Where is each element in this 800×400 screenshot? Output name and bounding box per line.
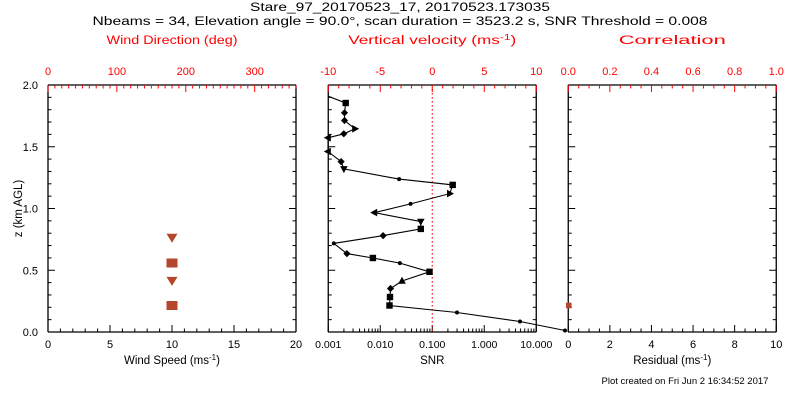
svg-text:0.8: 0.8 — [727, 66, 742, 78]
svg-text:0.0: 0.0 — [561, 66, 576, 78]
svg-text:0.100: 0.100 — [419, 339, 445, 351]
svg-text:-10: -10 — [320, 66, 336, 78]
svg-text:0: 0 — [45, 66, 51, 78]
svg-text:2: 2 — [607, 339, 613, 351]
svg-text:200: 200 — [177, 66, 195, 78]
svg-text:0.5: 0.5 — [23, 265, 38, 277]
svg-text:1.5: 1.5 — [23, 142, 38, 154]
svg-text:Plot created on Fri Jun 2 16:: Plot created on Fri Jun 2 16:34:52 2017 — [602, 376, 769, 387]
svg-text:Wind Direction (deg): Wind Direction (deg) — [107, 35, 238, 47]
svg-text:4: 4 — [648, 339, 654, 351]
svg-text:Vertical velocity (ms-1): Vertical velocity (ms -1) — [348, 33, 516, 48]
svg-text:0.010: 0.010 — [367, 339, 393, 351]
svg-text:1.0: 1.0 — [769, 66, 784, 78]
svg-text:Residual (ms-1): Residual (ms-1) — [633, 353, 711, 368]
svg-text:0: 0 — [45, 339, 51, 351]
svg-text:0: 0 — [565, 339, 571, 351]
svg-text:8: 8 — [732, 339, 738, 351]
svg-text:-5: -5 — [375, 66, 385, 78]
svg-text:z (km AGL): z (km AGL) — [13, 180, 25, 238]
svg-text:0: 0 — [429, 66, 435, 78]
svg-text:10: 10 — [530, 66, 542, 78]
svg-text:1.000: 1.000 — [471, 339, 497, 351]
svg-text:0.0: 0.0 — [23, 327, 38, 339]
svg-text:6: 6 — [690, 339, 696, 351]
svg-text:100: 100 — [108, 66, 126, 78]
svg-text:20: 20 — [290, 339, 302, 351]
svg-text:300: 300 — [245, 66, 263, 78]
svg-text:10.000: 10.000 — [520, 339, 552, 351]
svg-text:15: 15 — [228, 339, 240, 351]
svg-text:5: 5 — [107, 339, 113, 351]
svg-text:Correlation: Correlation — [619, 35, 726, 47]
svg-text:2.0: 2.0 — [23, 80, 38, 92]
svg-text:Nbeams = 34, Elevation angle =: Nbeams = 34, Elevation angle = 90.0°, sc… — [93, 16, 708, 28]
svg-text:0.6: 0.6 — [685, 66, 700, 78]
svg-text:Wind Speed (ms-1): Wind Speed (ms-1) — [124, 353, 220, 368]
svg-text:5: 5 — [481, 66, 487, 78]
svg-text:0.4: 0.4 — [644, 66, 659, 78]
svg-text:10: 10 — [770, 339, 782, 351]
svg-text:10: 10 — [166, 339, 178, 351]
svg-text:Stare_97_20170523_17, 20170523: Stare_97_20170523_17, 20170523.173035 — [250, 2, 550, 14]
svg-text:0.001: 0.001 — [315, 339, 341, 351]
svg-text:0.2: 0.2 — [602, 66, 617, 78]
svg-text:SNR: SNR — [420, 355, 444, 367]
